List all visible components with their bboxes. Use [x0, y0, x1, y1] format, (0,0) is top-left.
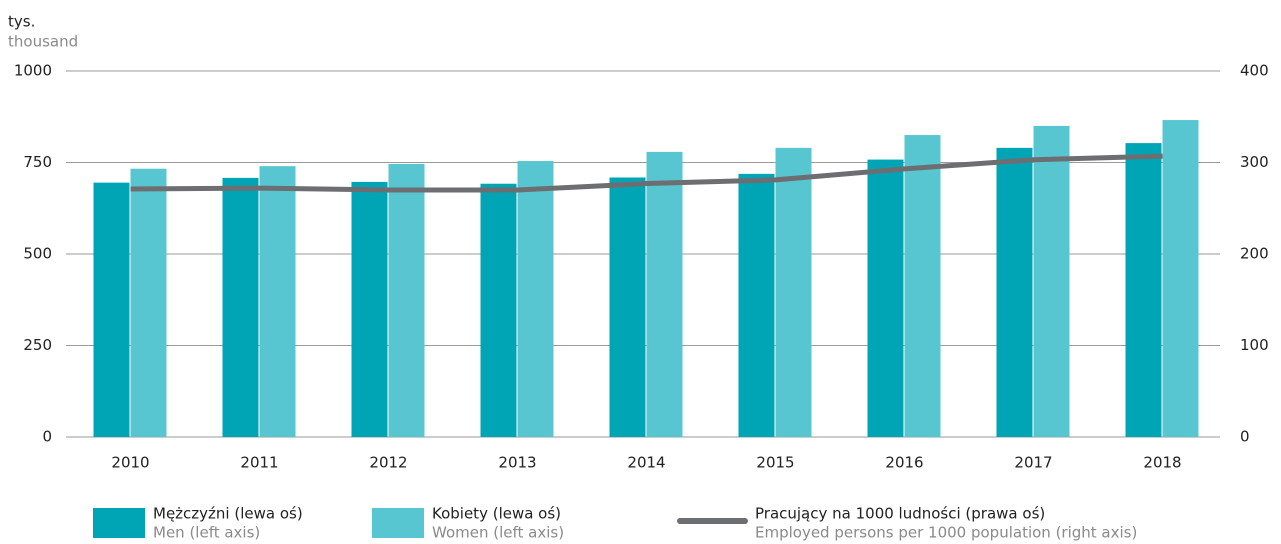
bar	[1033, 125, 1070, 438]
bar	[775, 147, 812, 438]
x-tick-label: 2013	[498, 454, 536, 472]
bar	[738, 173, 775, 437]
legend-label: Pracujący na 1000 ludności (prawa oś)	[755, 505, 1045, 523]
bar	[480, 183, 517, 437]
bar	[646, 151, 683, 438]
x-tick-label: 2010	[111, 454, 149, 472]
bar	[517, 161, 554, 437]
y2-tick-label: 300	[1240, 153, 1269, 171]
bar	[996, 147, 1033, 438]
x-tick-label: 2018	[1143, 454, 1181, 472]
y2-tick-label: 400	[1240, 62, 1269, 80]
y2-tick-label: 100	[1240, 336, 1269, 354]
x-tick-label: 2015	[756, 454, 794, 472]
legend-label-en: Men (left axis)	[153, 524, 260, 542]
y-tick-label: 750	[23, 153, 52, 171]
y2-tick-label: 0	[1240, 428, 1250, 446]
y-tick-label: 1000	[14, 62, 52, 80]
bar	[130, 168, 167, 438]
legend-swatch	[372, 508, 424, 538]
bar	[867, 159, 904, 437]
legend-label-en: Employed persons per 1000 population (ri…	[755, 524, 1137, 542]
bar	[904, 135, 941, 438]
unit-label: tys.	[8, 13, 35, 31]
x-tick-label: 2012	[369, 454, 407, 472]
bar	[222, 177, 259, 437]
bar	[609, 177, 646, 438]
legend-label: Mężczyźni (lewa oś)	[153, 505, 303, 523]
bar	[1125, 143, 1162, 438]
y-tick-label: 250	[23, 336, 52, 354]
y-tick-label: 500	[23, 245, 52, 263]
legend-swatch	[93, 508, 145, 538]
bar	[259, 166, 296, 437]
bar	[351, 181, 388, 437]
line-series	[130, 153, 1163, 193]
bar	[388, 163, 425, 438]
unit-label-en: thousand	[8, 33, 78, 51]
x-tick-label: 2016	[885, 454, 923, 472]
bar	[93, 182, 130, 437]
bar	[1162, 120, 1199, 437]
x-tick-label: 2014	[627, 454, 665, 472]
x-tick-label: 2011	[240, 454, 278, 472]
y-tick-label: 0	[42, 428, 52, 446]
legend-label-en: Women (left axis)	[432, 524, 564, 542]
legend-label: Kobiety (lewa oś)	[432, 505, 561, 523]
y2-tick-label: 200	[1240, 245, 1269, 263]
x-tick-label: 2017	[1014, 454, 1052, 472]
